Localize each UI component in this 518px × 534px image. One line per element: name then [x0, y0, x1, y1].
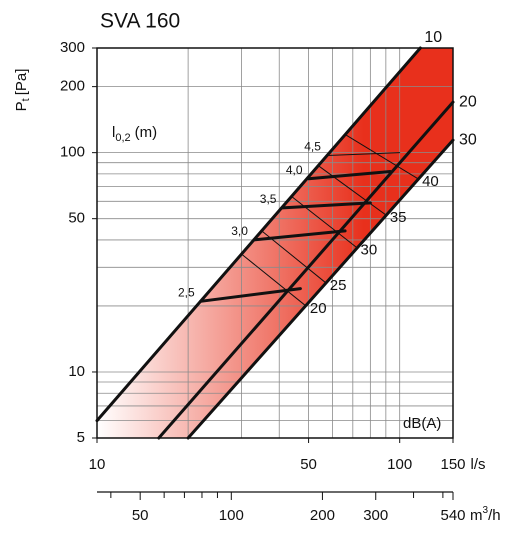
x2-tick-label: 100	[219, 507, 244, 524]
throw-label: 2,5	[178, 285, 195, 299]
series-line	[95, 46, 422, 423]
x-axis-label: l/s	[471, 456, 486, 473]
series-line	[157, 100, 455, 440]
sound-label: 35	[390, 209, 407, 226]
x2-axis-label: m3/h	[470, 505, 501, 524]
throw-line	[252, 229, 347, 242]
chart-title: SVA 160	[100, 10, 180, 33]
x2-tick-label: 540	[440, 507, 465, 524]
y-tick-label: 200	[60, 78, 85, 95]
throw-title: l0,2 (m)	[112, 124, 157, 144]
sound-label: 40	[422, 173, 439, 190]
x-tick-label: 100	[387, 456, 412, 473]
throw-line	[326, 152, 401, 157]
y-label-unit: [Pa]	[13, 69, 30, 96]
x2-tick-label: 200	[310, 507, 335, 524]
throw-label: 3,5	[260, 192, 277, 206]
sound-label: 25	[330, 277, 347, 294]
x2-tick-label: 300	[363, 507, 388, 524]
throw-sub: 0,2	[115, 132, 130, 144]
y-tick-label: 100	[60, 144, 85, 161]
throw-line	[199, 287, 302, 303]
sound-line	[291, 196, 358, 248]
y-label-main: P	[13, 101, 30, 111]
sound-line	[344, 133, 419, 180]
sound-title: dB(A)	[403, 415, 441, 432]
throw-main: l	[112, 124, 115, 141]
series-label: 30	[459, 131, 477, 148]
series-line	[186, 138, 455, 440]
throw-label: 3,0	[231, 224, 248, 238]
sound-label: 20	[310, 300, 327, 317]
x-tick-label: 150	[440, 456, 465, 473]
sound-line	[240, 253, 307, 307]
y-axis-label: Pt [Pa]	[13, 69, 32, 112]
y-label-sub: t	[20, 98, 32, 101]
throw-label: 4,5	[304, 140, 321, 154]
plot-frame	[96, 47, 454, 439]
throw-label: 4,0	[286, 163, 303, 177]
x-tick-label: 50	[300, 456, 317, 473]
x2-tick-label: 50	[132, 507, 149, 524]
throw-line	[307, 170, 392, 181]
sound-label: 30	[361, 241, 378, 258]
x2-label-sup: 3	[483, 505, 489, 516]
y-tick-label: 50	[68, 210, 85, 227]
throw-line	[280, 201, 372, 210]
series-label: 20	[459, 93, 477, 110]
y-tick-label: 5	[77, 429, 85, 446]
x2-label-unit: /h	[488, 507, 501, 524]
throw-unit: (m)	[135, 124, 158, 141]
x2-label-main: m	[470, 507, 483, 524]
y-tick-label: 10	[68, 363, 85, 380]
series-label: 10	[424, 29, 442, 46]
x-tick-label: 10	[89, 456, 106, 473]
y-tick-label: 300	[60, 39, 85, 56]
sound-line	[318, 165, 387, 216]
